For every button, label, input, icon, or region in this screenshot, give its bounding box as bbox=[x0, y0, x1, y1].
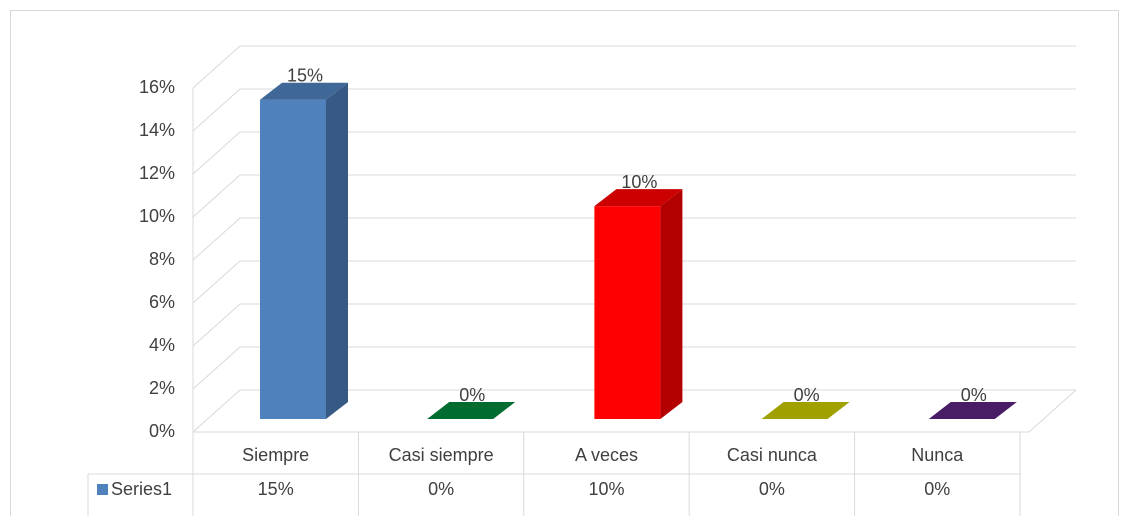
bar-top bbox=[928, 402, 1017, 419]
table-value: 0% bbox=[428, 479, 454, 499]
grid-line bbox=[192, 174, 1076, 218]
y-tick-label: 14% bbox=[139, 120, 175, 140]
y-tick-label: 0% bbox=[149, 421, 175, 441]
grid-line bbox=[192, 88, 1076, 132]
grid-line bbox=[192, 217, 1076, 261]
y-tick-label: 10% bbox=[139, 206, 175, 226]
bar-front bbox=[594, 206, 661, 419]
x-tick-label: Casi siempre bbox=[389, 445, 494, 465]
data-label: 0% bbox=[961, 385, 987, 405]
bar-top bbox=[761, 402, 850, 419]
grid-line bbox=[192, 45, 1076, 89]
table-value: 15% bbox=[258, 479, 294, 499]
bar-front bbox=[260, 99, 326, 419]
table-value: 0% bbox=[759, 479, 785, 499]
legend-swatch bbox=[97, 484, 108, 495]
data-label: 0% bbox=[794, 385, 820, 405]
bar-top bbox=[594, 189, 683, 207]
data-label: 15% bbox=[287, 65, 323, 85]
grid-line bbox=[192, 131, 1076, 175]
x-tick-label: Nunca bbox=[911, 445, 964, 465]
bar-top bbox=[260, 82, 348, 100]
x-tick-label: Casi nunca bbox=[727, 445, 818, 465]
grid-line bbox=[192, 260, 1076, 304]
y-tick-label: 2% bbox=[149, 378, 175, 398]
y-tick-label: 6% bbox=[149, 292, 175, 312]
grid-line bbox=[192, 389, 1076, 433]
y-tick-label: 12% bbox=[139, 163, 175, 183]
data-label: 0% bbox=[459, 385, 485, 405]
bar-top bbox=[427, 402, 516, 419]
x-tick-label: Siempre bbox=[242, 445, 309, 465]
table-value: 10% bbox=[588, 479, 624, 499]
data-label: 10% bbox=[621, 172, 657, 192]
grid-line bbox=[192, 346, 1076, 390]
bar-side bbox=[660, 189, 683, 419]
axis-line bbox=[1028, 389, 1077, 433]
bar-side bbox=[326, 82, 348, 419]
legend-label: Series1 bbox=[111, 479, 172, 499]
x-tick-label: A veces bbox=[575, 445, 638, 465]
y-tick-label: 4% bbox=[149, 335, 175, 355]
y-tick-label: 16% bbox=[139, 77, 175, 97]
y-tick-label: 8% bbox=[149, 249, 175, 269]
chart-frame bbox=[10, 10, 1119, 516]
table-value: 0% bbox=[924, 479, 950, 499]
grid-line bbox=[192, 303, 1076, 347]
